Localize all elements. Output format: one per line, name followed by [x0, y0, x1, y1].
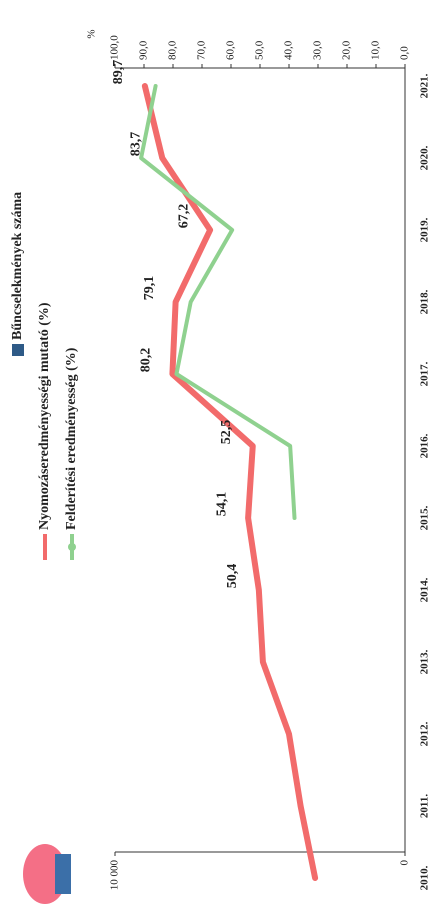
x-tick-label: 2013.	[419, 649, 431, 674]
value-label: 89,7	[111, 60, 126, 85]
y2-tick-label: 100,0	[109, 35, 121, 60]
y2-tick-label: 40,0	[283, 40, 295, 60]
y2-tick-label: 50,0	[254, 40, 266, 60]
value-label: 54,1	[214, 492, 229, 517]
series-line	[141, 83, 319, 881]
legend-label: Felderítési eredményesség (%)	[64, 347, 79, 530]
value-label: 83,7	[128, 132, 143, 157]
x-tick-label: 2017.	[419, 361, 431, 386]
x-tick-label: 2014.	[419, 577, 431, 602]
rotated-chart: % 0 10 000 0,0 10,0 20,0 30,0 40,0 50,0 60,0 70,0…	[10, 29, 431, 904]
x-tick-label: 2016.	[419, 433, 431, 458]
y-tick-label: 10 000	[109, 860, 121, 891]
value-label: 52,5	[219, 420, 234, 445]
x-tick-label: 2019.	[419, 217, 431, 242]
x-tick-label: 2012.	[419, 721, 431, 746]
y2-tick-label: 30,0	[312, 40, 324, 60]
y2-tick-label: 90,0	[138, 40, 150, 60]
y2-axis-unit: %	[86, 29, 98, 38]
x-tick-label: 2015.	[419, 505, 431, 530]
x-tick-label: 2011.	[419, 794, 431, 818]
y2-tick-label: 80,0	[167, 40, 179, 60]
x-tick-label: 2021.	[419, 73, 431, 98]
legend-label: Bűncselekmények száma	[10, 192, 25, 340]
y2-tick-label: 10,0	[370, 40, 382, 60]
y2-tick-label: 20,0	[341, 40, 353, 60]
value-label: 80,2	[139, 348, 154, 373]
value-label: 50,4	[225, 564, 240, 589]
logo-band	[55, 854, 71, 894]
y2-tick-label: 60,0	[225, 40, 237, 60]
value-label: 79,1	[142, 276, 157, 301]
legend-swatch	[12, 344, 24, 356]
value-label: 67,2	[176, 204, 191, 229]
y2-tick-label: 70,0	[196, 40, 208, 60]
x-tick-label: 2010.	[419, 865, 431, 890]
legend-label: Nyomozáseredményességi mutató (%)	[37, 302, 52, 530]
series-line	[139, 84, 297, 520]
x-tick-label: 2018.	[419, 289, 431, 314]
y2-tick-label: 0,0	[399, 46, 411, 60]
x-tick-label: 2020.	[419, 145, 431, 170]
y-tick-label: 0	[399, 860, 411, 866]
legend-marker	[68, 543, 76, 551]
